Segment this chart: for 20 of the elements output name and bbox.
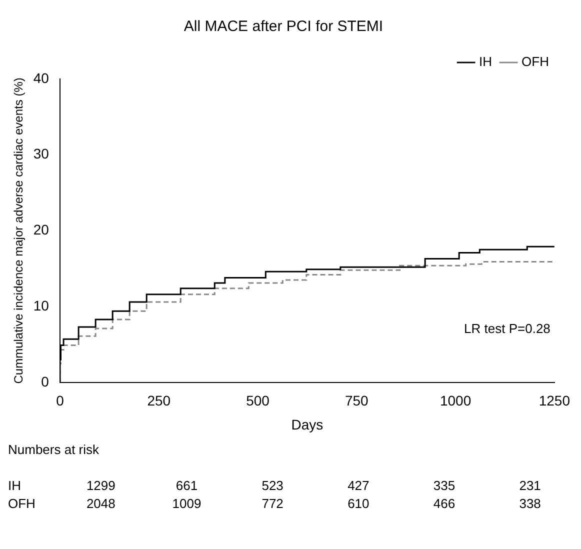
y-tick-label: 10 <box>33 297 50 314</box>
text: IH 1299 661 523 427 335 231 <box>8 478 541 493</box>
x-axis-title: Days <box>291 416 324 432</box>
text: Numbers at risk <box>8 442 100 457</box>
y-axis-title: Cummulative incidence major adverse cardiac events (%) <box>12 78 26 384</box>
x-tick-label: 250 <box>147 392 171 409</box>
x-tick-label: 500 <box>246 392 270 409</box>
legend-label: OFH <box>522 54 550 70</box>
y-tick-label: 20 <box>33 222 50 238</box>
y-tick-label: 0 <box>41 373 50 390</box>
text: OFH 2048 1009 772 610 466 338 <box>8 496 541 511</box>
x-tick-label: 1000 <box>440 392 472 409</box>
x-tick-label: 750 <box>344 392 369 409</box>
y-tick-label: 40 <box>33 70 50 86</box>
x-tick-label: 1250 <box>538 392 570 409</box>
annotation: LR test P=0.28 <box>464 320 550 336</box>
y-tick-label: 30 <box>33 146 50 162</box>
x-tick-label: 0 <box>56 392 64 409</box>
chart-title: All MACE after PCI for STEMI <box>184 18 384 36</box>
legend-label: IH <box>479 54 492 70</box>
